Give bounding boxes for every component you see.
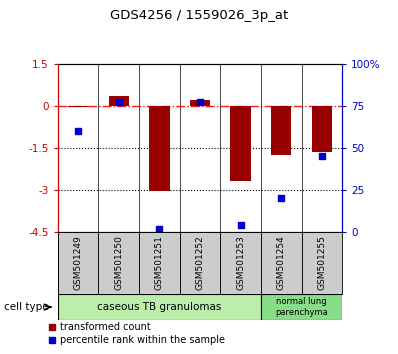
- Bar: [139, 232, 179, 294]
- Point: [278, 195, 285, 201]
- Bar: [230, 106, 251, 181]
- Bar: [68, 106, 88, 107]
- Point: [156, 226, 162, 232]
- Bar: [220, 232, 261, 294]
- Bar: [98, 232, 139, 294]
- Text: GDS4256 / 1559026_3p_at: GDS4256 / 1559026_3p_at: [110, 9, 288, 22]
- Bar: [271, 106, 291, 155]
- Point: [115, 99, 122, 105]
- Bar: [58, 232, 98, 294]
- Bar: [312, 106, 332, 152]
- Bar: [261, 232, 302, 294]
- Point: [238, 222, 244, 228]
- Text: GSM501254: GSM501254: [277, 235, 286, 290]
- Text: GSM501255: GSM501255: [318, 235, 326, 290]
- Legend: transformed count, percentile rank within the sample: transformed count, percentile rank withi…: [45, 319, 229, 349]
- Bar: [109, 96, 129, 106]
- Bar: [149, 106, 170, 191]
- Text: GSM501253: GSM501253: [236, 235, 245, 290]
- Point: [75, 128, 81, 134]
- Text: GSM501252: GSM501252: [195, 235, 205, 290]
- Bar: [261, 294, 342, 320]
- Text: caseous TB granulomas: caseous TB granulomas: [97, 302, 222, 312]
- Text: GSM501249: GSM501249: [74, 235, 82, 290]
- Text: GSM501250: GSM501250: [114, 235, 123, 290]
- Bar: [190, 100, 210, 106]
- Bar: [179, 232, 220, 294]
- Point: [197, 99, 203, 105]
- Text: cell type: cell type: [4, 302, 49, 312]
- Bar: [302, 232, 342, 294]
- Point: [319, 153, 325, 159]
- Text: GSM501251: GSM501251: [155, 235, 164, 290]
- Bar: [58, 294, 261, 320]
- Text: normal lung
parenchyma: normal lung parenchyma: [275, 297, 328, 317]
